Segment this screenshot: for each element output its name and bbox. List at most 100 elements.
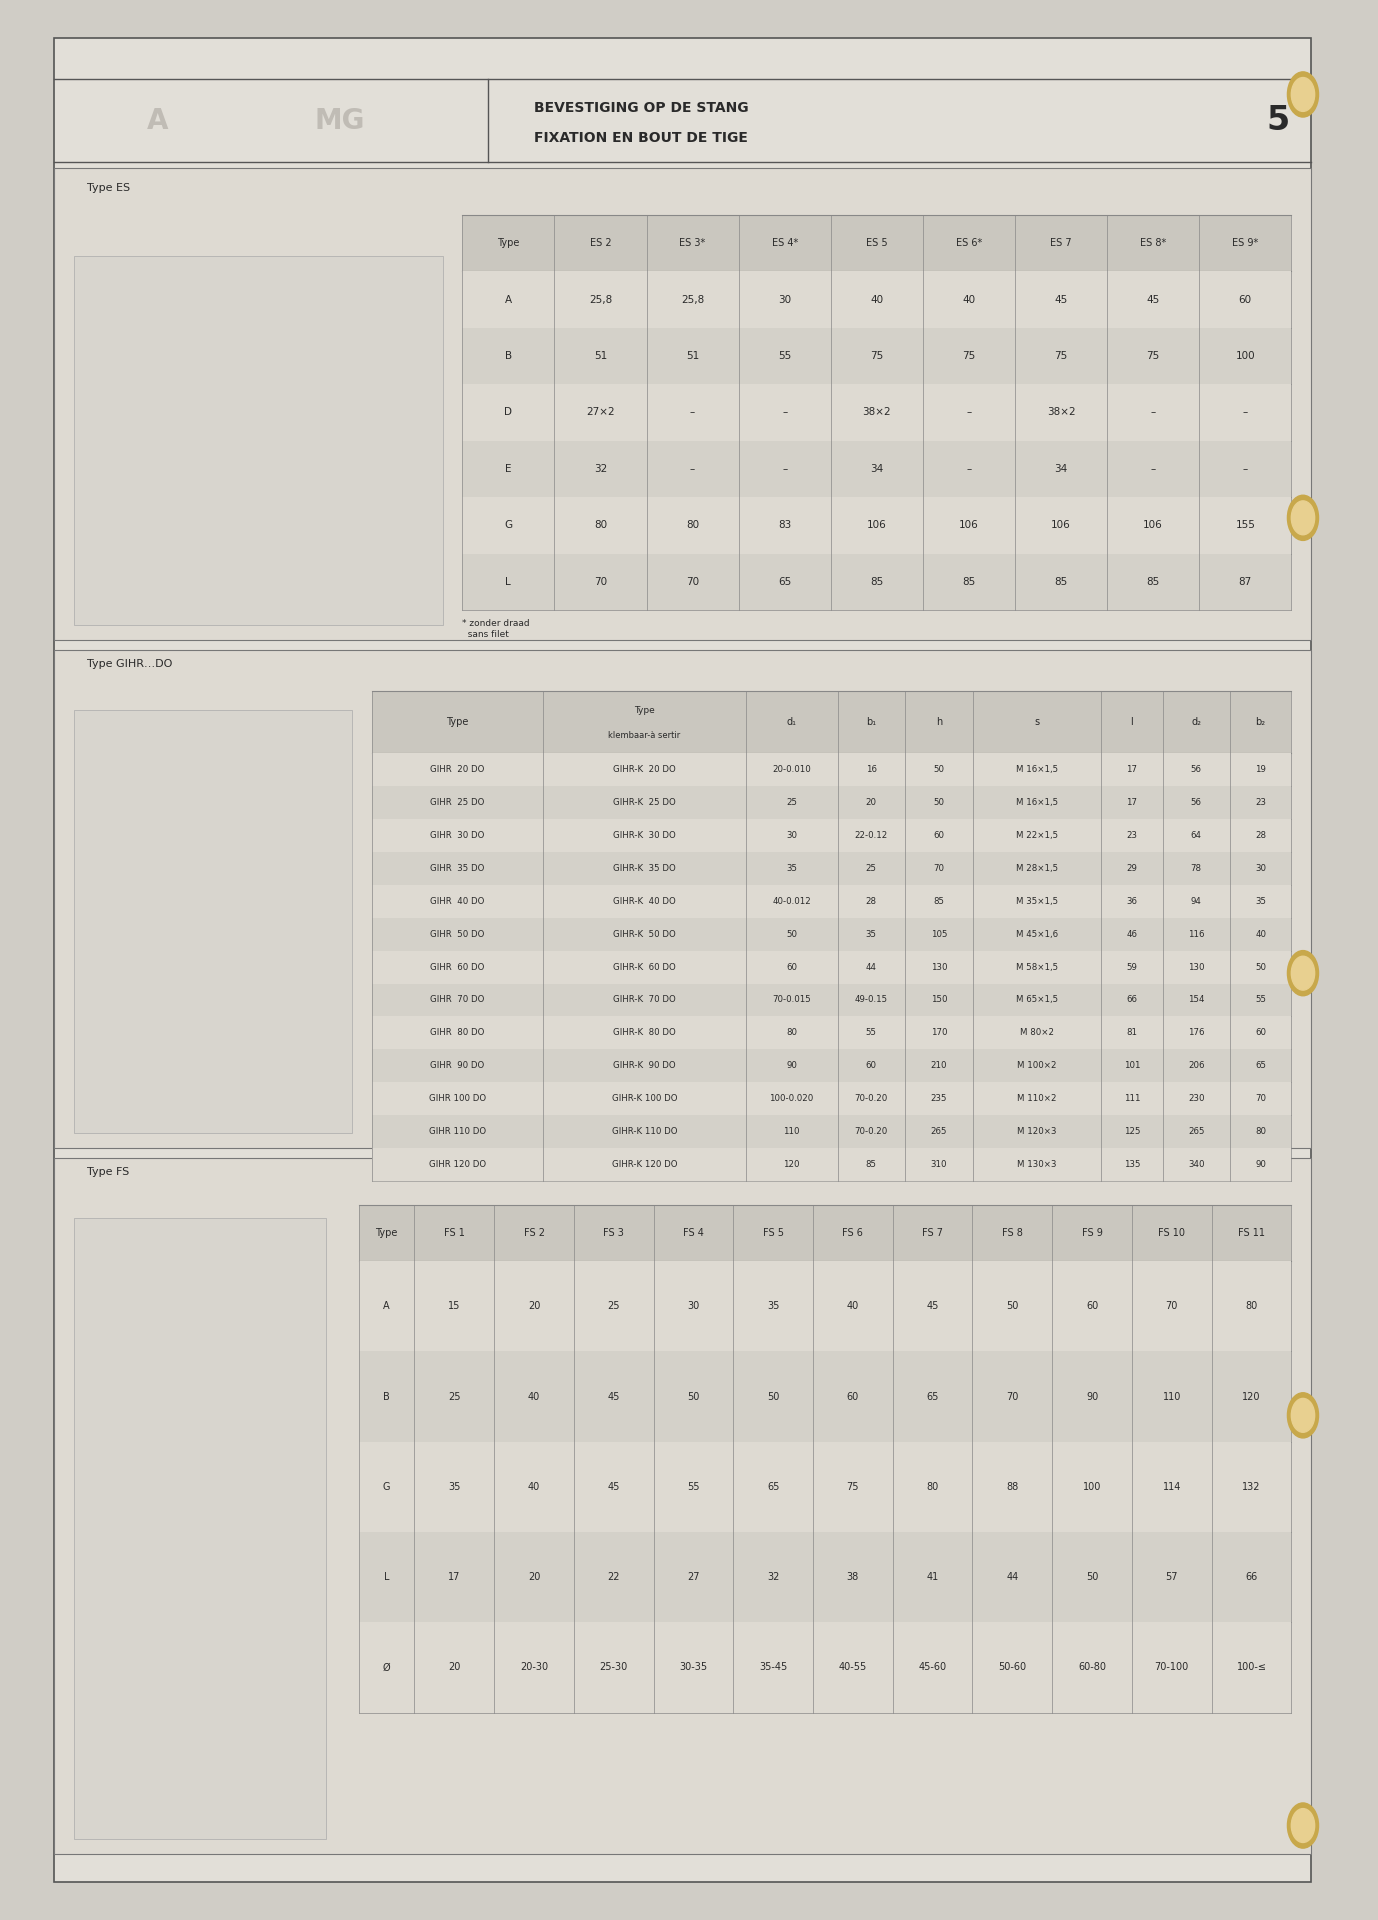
Text: 30: 30 [779, 294, 791, 305]
FancyBboxPatch shape [74, 255, 442, 626]
Text: 80: 80 [926, 1482, 938, 1492]
Text: 40: 40 [1255, 929, 1266, 939]
Text: 20: 20 [528, 1302, 540, 1311]
Text: 30: 30 [1255, 864, 1266, 874]
Text: FS 9: FS 9 [1082, 1227, 1102, 1238]
Text: M 120×3: M 120×3 [1017, 1127, 1057, 1137]
Text: 44: 44 [865, 962, 876, 972]
Text: –: – [1151, 465, 1156, 474]
Text: FS 4: FS 4 [683, 1227, 704, 1238]
Text: 34: 34 [1054, 465, 1068, 474]
Text: 111: 111 [1123, 1094, 1140, 1104]
Text: –: – [1243, 407, 1248, 417]
Text: 90: 90 [1255, 1160, 1266, 1169]
Text: GIHR  30 DO: GIHR 30 DO [430, 831, 485, 839]
Text: 206: 206 [1188, 1062, 1204, 1069]
Text: 80: 80 [1255, 1127, 1266, 1137]
FancyBboxPatch shape [372, 918, 1291, 950]
Text: GIHR  40 DO: GIHR 40 DO [430, 897, 485, 906]
Text: 25,8: 25,8 [681, 294, 704, 305]
Text: 25: 25 [608, 1302, 620, 1311]
Text: ES 5: ES 5 [865, 238, 887, 248]
Text: 17: 17 [1126, 764, 1137, 774]
Circle shape [1287, 1392, 1319, 1438]
Text: 65: 65 [768, 1482, 780, 1492]
Text: 60: 60 [1255, 1029, 1266, 1037]
Text: 85: 85 [933, 897, 944, 906]
Text: 70-0.20: 70-0.20 [854, 1094, 887, 1104]
Text: 90: 90 [787, 1062, 796, 1069]
Text: 40-55: 40-55 [839, 1663, 867, 1672]
FancyBboxPatch shape [372, 753, 1291, 785]
Circle shape [1287, 950, 1319, 996]
Circle shape [1291, 1809, 1315, 1843]
Text: 85: 85 [870, 576, 883, 588]
Text: 80: 80 [785, 1029, 796, 1037]
Text: 85: 85 [865, 1160, 876, 1169]
FancyBboxPatch shape [372, 885, 1291, 918]
Text: 70: 70 [594, 576, 608, 588]
Text: GIHR  20 DO: GIHR 20 DO [430, 764, 485, 774]
Text: 60: 60 [933, 831, 944, 839]
Text: –: – [1151, 407, 1156, 417]
Text: 100: 100 [1083, 1482, 1101, 1492]
Text: GIHR  60 DO: GIHR 60 DO [430, 962, 485, 972]
Text: 50: 50 [933, 764, 944, 774]
FancyBboxPatch shape [54, 649, 1310, 1148]
Text: b₂: b₂ [1255, 716, 1266, 728]
Text: 44: 44 [1006, 1572, 1018, 1582]
Text: 50: 50 [768, 1392, 780, 1402]
FancyBboxPatch shape [54, 1158, 1310, 1855]
Text: 110: 110 [783, 1127, 799, 1137]
Text: ES 9*: ES 9* [1232, 238, 1258, 248]
Text: 34: 34 [870, 465, 883, 474]
Text: GIHR 120 DO: GIHR 120 DO [429, 1160, 486, 1169]
Text: 35: 35 [865, 929, 876, 939]
Text: –: – [783, 407, 787, 417]
FancyBboxPatch shape [372, 983, 1291, 1016]
Circle shape [1291, 956, 1315, 991]
Text: 70: 70 [1166, 1302, 1178, 1311]
FancyBboxPatch shape [462, 215, 1291, 271]
Text: 85: 85 [962, 576, 976, 588]
Text: 55: 55 [1255, 995, 1266, 1004]
Text: 45-60: 45-60 [919, 1663, 947, 1672]
Text: 65: 65 [1255, 1062, 1266, 1069]
Text: s: s [1035, 716, 1039, 728]
Text: BEVESTIGING OP DE STANG: BEVESTIGING OP DE STANG [533, 100, 748, 115]
Text: 35: 35 [448, 1482, 460, 1492]
Text: L: L [384, 1572, 390, 1582]
FancyBboxPatch shape [54, 167, 1310, 639]
Text: GIHR-K  70 DO: GIHR-K 70 DO [613, 995, 675, 1004]
Text: 60: 60 [847, 1392, 858, 1402]
Text: GIHR 110 DO: GIHR 110 DO [429, 1127, 486, 1137]
Text: Type: Type [497, 238, 520, 248]
Text: 57: 57 [1166, 1572, 1178, 1582]
Text: –: – [690, 407, 696, 417]
Text: 105: 105 [930, 929, 947, 939]
Text: 106: 106 [959, 520, 978, 530]
Text: 45: 45 [1146, 294, 1160, 305]
Text: 45: 45 [608, 1392, 620, 1402]
Text: M 16×1,5: M 16×1,5 [1016, 799, 1058, 806]
Text: FS 11: FS 11 [1237, 1227, 1265, 1238]
Text: Type ES: Type ES [87, 182, 130, 192]
Text: 340: 340 [1188, 1160, 1204, 1169]
Text: 70: 70 [1006, 1392, 1018, 1402]
Text: 40: 40 [871, 294, 883, 305]
Text: 120: 120 [783, 1160, 799, 1169]
Text: 80: 80 [1246, 1302, 1258, 1311]
Text: 100-≤: 100-≤ [1236, 1663, 1266, 1672]
Text: Type FS: Type FS [87, 1167, 130, 1177]
Circle shape [1287, 495, 1319, 540]
Text: 50: 50 [933, 799, 944, 806]
Text: 20: 20 [448, 1663, 460, 1672]
Text: 28: 28 [1255, 831, 1266, 839]
Text: 22-0.12: 22-0.12 [854, 831, 887, 839]
FancyBboxPatch shape [462, 384, 1291, 442]
Text: 36: 36 [1126, 897, 1137, 906]
Text: FS 8: FS 8 [1002, 1227, 1022, 1238]
Text: 65: 65 [926, 1392, 938, 1402]
Text: GIHR-K 100 DO: GIHR-K 100 DO [612, 1094, 677, 1104]
Text: M 100×2: M 100×2 [1017, 1062, 1057, 1069]
